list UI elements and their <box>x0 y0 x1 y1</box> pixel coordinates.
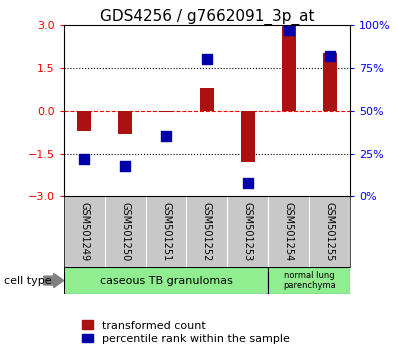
Text: cell type: cell type <box>4 275 52 286</box>
Point <box>286 27 292 33</box>
Bar <box>159 110 173 112</box>
Bar <box>64 267 268 294</box>
Text: GSM501254: GSM501254 <box>284 202 294 262</box>
Bar <box>282 25 296 110</box>
Point <box>245 180 251 185</box>
Text: GSM501253: GSM501253 <box>243 202 253 262</box>
Text: GSM501250: GSM501250 <box>120 202 130 262</box>
Point <box>204 56 210 62</box>
Bar <box>268 267 350 294</box>
Text: caseous TB granulomas: caseous TB granulomas <box>100 275 232 286</box>
Point <box>163 133 169 139</box>
Text: GSM501255: GSM501255 <box>325 202 335 262</box>
Point <box>327 53 333 58</box>
Point <box>81 156 87 161</box>
Bar <box>200 88 214 110</box>
Text: normal lung
parenchyma: normal lung parenchyma <box>283 271 336 290</box>
Text: GSM501251: GSM501251 <box>161 202 171 262</box>
Bar <box>77 110 91 131</box>
Point <box>122 163 128 169</box>
Text: GSM501249: GSM501249 <box>79 202 89 262</box>
Bar <box>241 110 255 162</box>
Legend: transformed count, percentile rank within the sample: transformed count, percentile rank withi… <box>77 316 294 348</box>
Text: GSM501252: GSM501252 <box>202 202 212 262</box>
Bar <box>118 110 132 133</box>
Bar <box>323 53 337 110</box>
Title: GDS4256 / g7662091_3p_at: GDS4256 / g7662091_3p_at <box>100 8 314 25</box>
